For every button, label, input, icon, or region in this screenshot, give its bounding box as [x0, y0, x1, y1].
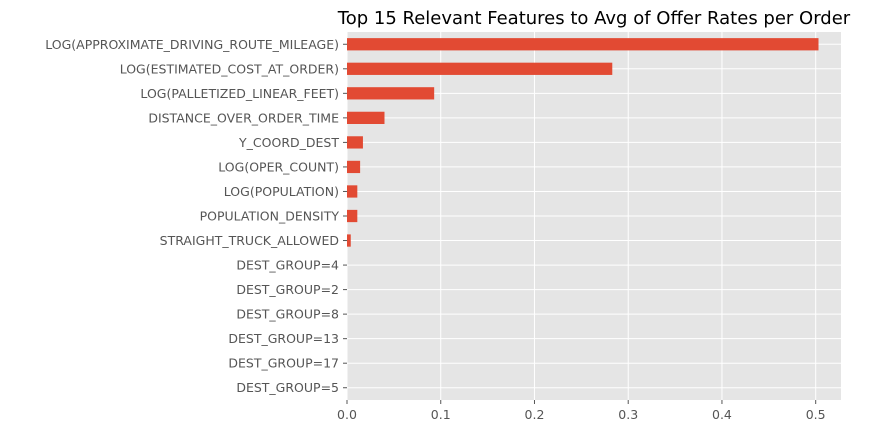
bar — [347, 111, 385, 124]
y-tick-label: LOG(OPER_COUNT) — [218, 159, 339, 174]
x-tick-label: 0.0 — [337, 407, 357, 422]
y-tick-label: DEST_GROUP=5 — [236, 380, 339, 395]
y-tick-labels: LOG(APPROXIMATE_DRIVING_ROUTE_MILEAGE) LO… — [45, 37, 347, 395]
y-tick-label: POPULATION_DENSITY — [200, 209, 340, 224]
x-tick-label: 0.5 — [806, 407, 826, 422]
y-tick-label: DEST_GROUP=13 — [228, 331, 339, 346]
y-tick-label: DEST_GROUP=4 — [236, 258, 339, 273]
y-tick-label: DEST_GROUP=8 — [236, 307, 339, 322]
bar — [347, 234, 351, 247]
x-tick-label: 0.2 — [525, 407, 545, 422]
bar — [347, 87, 435, 100]
y-tick-label: DEST_GROUP=2 — [236, 282, 339, 297]
bar — [347, 209, 358, 223]
y-tick-label: STRAIGHT_TRUCK_ALLOWED — [160, 233, 339, 248]
bar — [347, 136, 363, 149]
bars — [347, 38, 819, 247]
x-tick-label: 0.4 — [712, 407, 732, 422]
chart-title: Top 15 Relevant Features to Avg of Offer… — [337, 8, 851, 29]
y-tick-label: DEST_GROUP=17 — [228, 356, 339, 371]
y-tick-label: Y_COORD_DEST — [238, 135, 339, 150]
y-tick-label: DISTANCE_OVER_ORDER_TIME — [148, 110, 339, 125]
x-tick-label: 0.3 — [618, 407, 638, 422]
x-tick-labels: 0.0 0.1 0.2 0.3 0.4 0.5 — [337, 400, 826, 422]
bar — [347, 62, 613, 75]
y-tick-label: LOG(POPULATION) — [224, 184, 339, 199]
y-tick-label: LOG(PALLETIZED_LINEAR_FEET) — [140, 86, 339, 101]
x-tick-label: 0.1 — [431, 407, 451, 422]
bar — [347, 38, 819, 51]
bar — [347, 185, 358, 198]
bar — [347, 160, 361, 174]
y-tick-label: LOG(APPROXIMATE_DRIVING_ROUTE_MILEAGE) — [45, 37, 339, 52]
y-tick-label: LOG(ESTIMATED_COST_AT_ORDER) — [120, 61, 339, 76]
